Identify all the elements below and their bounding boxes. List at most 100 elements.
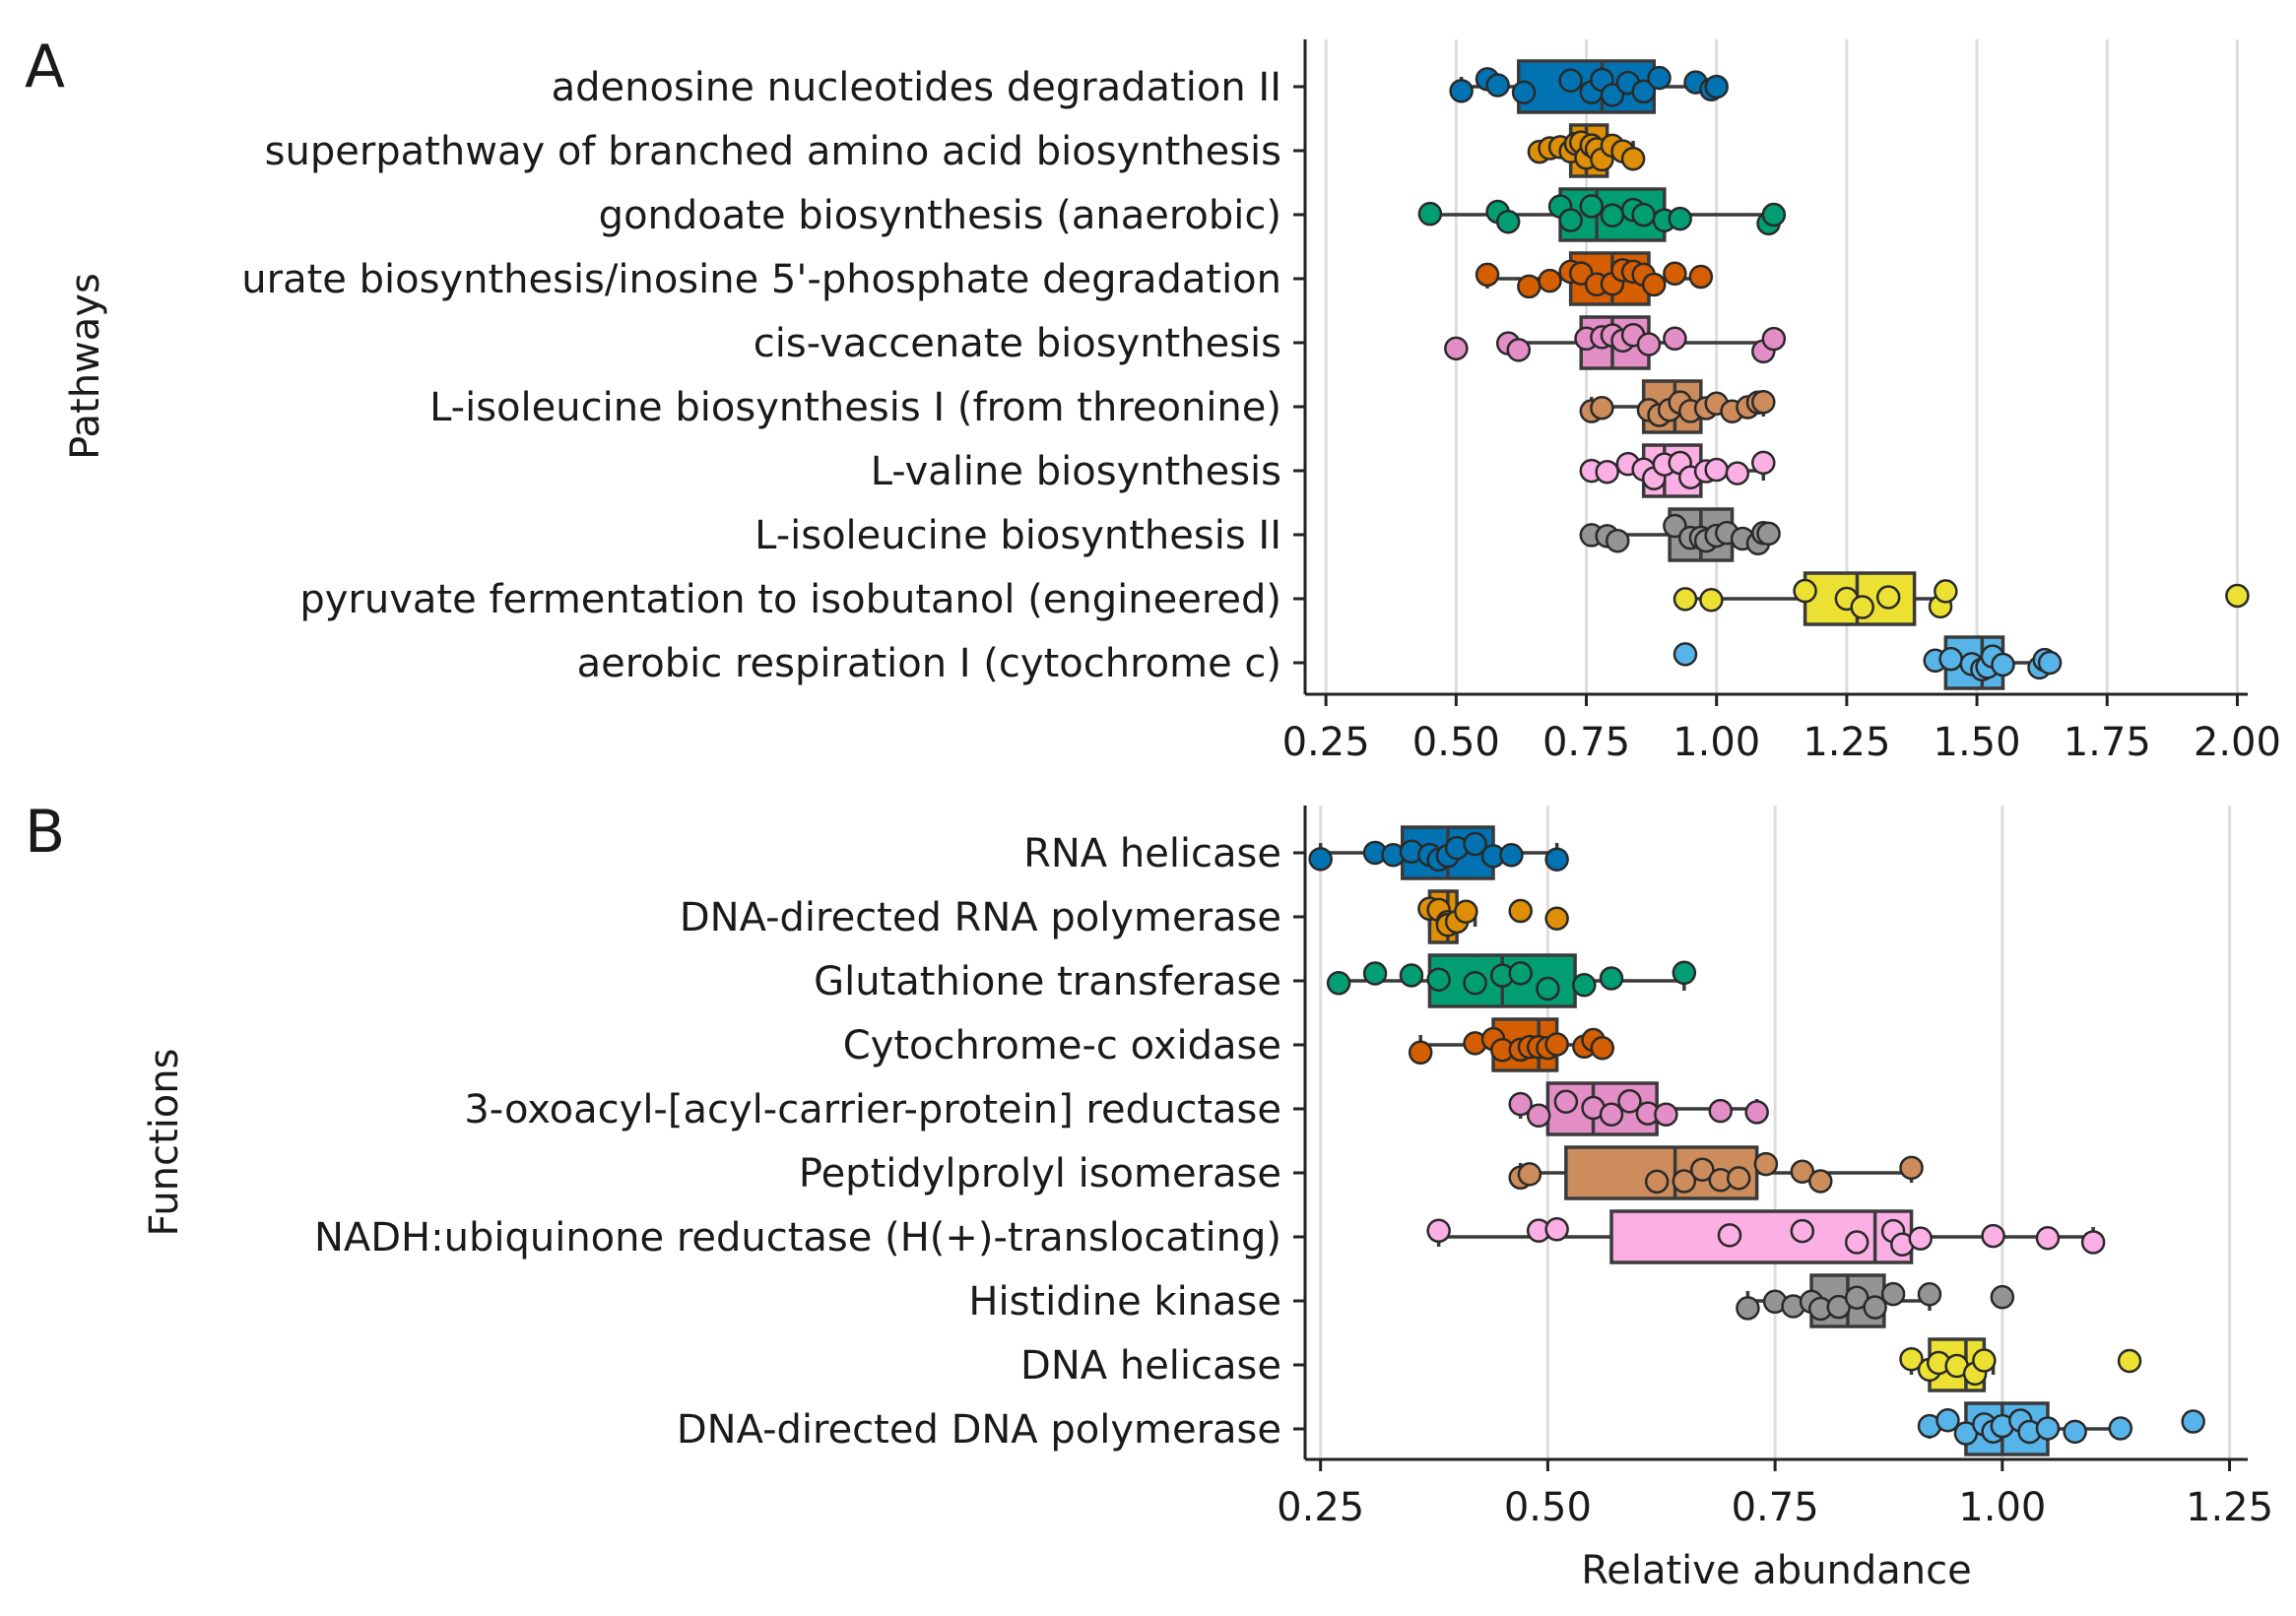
data-point xyxy=(1499,843,1524,868)
data-point xyxy=(1517,1162,1542,1187)
data-point xyxy=(1875,585,1901,610)
category-label: DNA-directed RNA polymerase xyxy=(680,895,1281,940)
data-point xyxy=(1744,1100,1769,1125)
data-point xyxy=(2225,583,2250,609)
data-point xyxy=(2035,1416,2061,1441)
data-point xyxy=(1938,646,1963,672)
data-point xyxy=(1617,1089,1642,1114)
data-point xyxy=(1761,202,1787,227)
category-label: superpathway of branched amino acid bios… xyxy=(265,129,1281,174)
box-urate-biosynthesis-inosine-5-phosphate-degradation: urate biosynthesis/inosine 5'-phosphate … xyxy=(241,251,1714,306)
x-tick-label: 1.75 xyxy=(2064,720,2151,765)
category-label: DNA-directed DNA polymerase xyxy=(677,1407,1281,1453)
data-point xyxy=(1517,274,1542,299)
data-point xyxy=(1590,395,1614,420)
data-point xyxy=(1558,208,1583,232)
data-point xyxy=(2037,650,2063,676)
data-point xyxy=(1558,68,1583,94)
data-point xyxy=(1880,1281,1906,1307)
category-label: Glutathione transferase xyxy=(814,959,1281,1004)
box-peptidylprolyl-isomerase: Peptidylprolyl isomerase xyxy=(799,1145,1924,1200)
data-point xyxy=(1844,1230,1870,1255)
box-superpathway-of-branched-amino-acid-biosynthesis: superpathway of branched amino acid bios… xyxy=(265,123,1646,178)
data-point xyxy=(1536,976,1560,1002)
data-point xyxy=(1463,831,1487,857)
data-point xyxy=(1844,1285,1870,1310)
data-point xyxy=(1620,146,1646,171)
data-point xyxy=(1935,1408,1960,1433)
category-label: 3-oxoacyl-[acyl-carrier-protein] reducta… xyxy=(464,1087,1281,1132)
box-cytochrome-c-oxidase: Cytochrome-c oxidase xyxy=(843,1017,1615,1072)
data-point xyxy=(1899,1346,1924,1372)
data-point xyxy=(1917,1282,1942,1307)
box-gondoate-biosynthesis-anaerobic: gondoate biosynthesis (anaerobic) xyxy=(599,187,1787,242)
data-point xyxy=(1690,1157,1715,1182)
box-l-valine-biosynthesis: L-valine biosynthesis xyxy=(871,443,1776,498)
data-point xyxy=(1506,338,1532,362)
box-3-oxoacyl-acyl-carrier-protein-reductase: 3-oxoacyl-[acyl-carrier-protein] reducta… xyxy=(464,1081,1769,1136)
x-tick-label: 0.25 xyxy=(1282,720,1370,765)
data-point xyxy=(1673,642,1698,667)
category-label: NADH:ubiquinone reductase (H(+)-transloc… xyxy=(314,1215,1281,1260)
data-point xyxy=(2117,1348,2142,1374)
data-point xyxy=(1688,264,1714,290)
data-point xyxy=(1663,261,1687,287)
data-point xyxy=(1717,1223,1742,1248)
data-point xyxy=(1673,587,1698,612)
data-point xyxy=(1751,450,1776,476)
y-axis-title: Functions xyxy=(142,1049,187,1237)
x-axis-title: Relative abundance xyxy=(1581,1548,1971,1593)
x-tick-label: 1.25 xyxy=(2186,1485,2273,1530)
data-point xyxy=(1444,336,1469,361)
data-point xyxy=(1672,1169,1697,1194)
data-point xyxy=(2063,1419,2087,1445)
data-point xyxy=(1756,521,1781,547)
data-point xyxy=(1991,652,2015,678)
box-l-isoleucine-biosynthesis-ii: L-isoleucine biosynthesis II xyxy=(754,507,1781,562)
data-point xyxy=(1511,80,1537,105)
data-point xyxy=(1595,459,1619,485)
data-point xyxy=(2181,1409,2205,1434)
data-point xyxy=(1579,194,1605,219)
x-tick-label: 1.25 xyxy=(1803,720,1890,765)
data-point xyxy=(1475,262,1500,288)
category-label: pyruvate fermentation to isobutanol (eng… xyxy=(299,577,1281,622)
box-dna-helicase: DNA helicase xyxy=(1020,1337,2142,1392)
data-point xyxy=(2108,1416,2133,1441)
data-point xyxy=(2080,1230,2106,1255)
data-point xyxy=(1631,202,1656,227)
data-point xyxy=(1725,461,1750,485)
panel-a-boxplot: 0.25 0.50 0.75 1.00 1.25 1.50 1.75 2.00 Pathways… xyxy=(63,39,2281,765)
data-point xyxy=(1753,1151,1779,1177)
x-tick-label: 0.50 xyxy=(1504,1485,1592,1530)
x-tick-label: 1.00 xyxy=(1958,1485,2046,1530)
panel-letter-b: B xyxy=(25,798,65,867)
x-tick-label: 0.25 xyxy=(1277,1485,1364,1530)
box-histidine-kinase: Histidine kinase xyxy=(968,1273,2015,1328)
data-point xyxy=(1981,1223,2005,1249)
category-label: Peptidylprolyl isomerase xyxy=(799,1151,1281,1196)
data-point xyxy=(2035,1226,2061,1251)
data-point xyxy=(1761,326,1787,352)
data-point xyxy=(1631,79,1656,104)
data-point xyxy=(1908,1226,1934,1251)
category-label: L-isoleucine biosynthesis II xyxy=(754,513,1281,558)
box-adenosine-nucleotides-degradation-ii: adenosine nucleotides degradation II xyxy=(552,59,1729,114)
category-label: aerobic respiration I (cytochrome c) xyxy=(577,641,1281,686)
category-label: Histidine kinase xyxy=(968,1279,1281,1325)
box-pyruvate-fermentation-to-isobutanol-engineered: pyruvate fermentation to isobutanol (eng… xyxy=(299,571,2250,626)
data-point xyxy=(1599,1102,1624,1128)
data-point xyxy=(1605,528,1630,553)
data-point xyxy=(1790,1159,1815,1184)
data-point xyxy=(1708,1098,1733,1124)
category-label: gondoate biosynthesis (anaerobic) xyxy=(599,193,1281,238)
data-point xyxy=(1600,203,1625,227)
data-point xyxy=(1538,268,1562,293)
data-point xyxy=(1599,966,1624,991)
category-label: L-valine biosynthesis xyxy=(871,449,1281,494)
data-point xyxy=(1426,967,1451,992)
data-point xyxy=(1463,970,1487,996)
category-label: urate biosynthesis/inosine 5'-phosphate … xyxy=(241,257,1281,302)
data-point xyxy=(1544,847,1569,872)
